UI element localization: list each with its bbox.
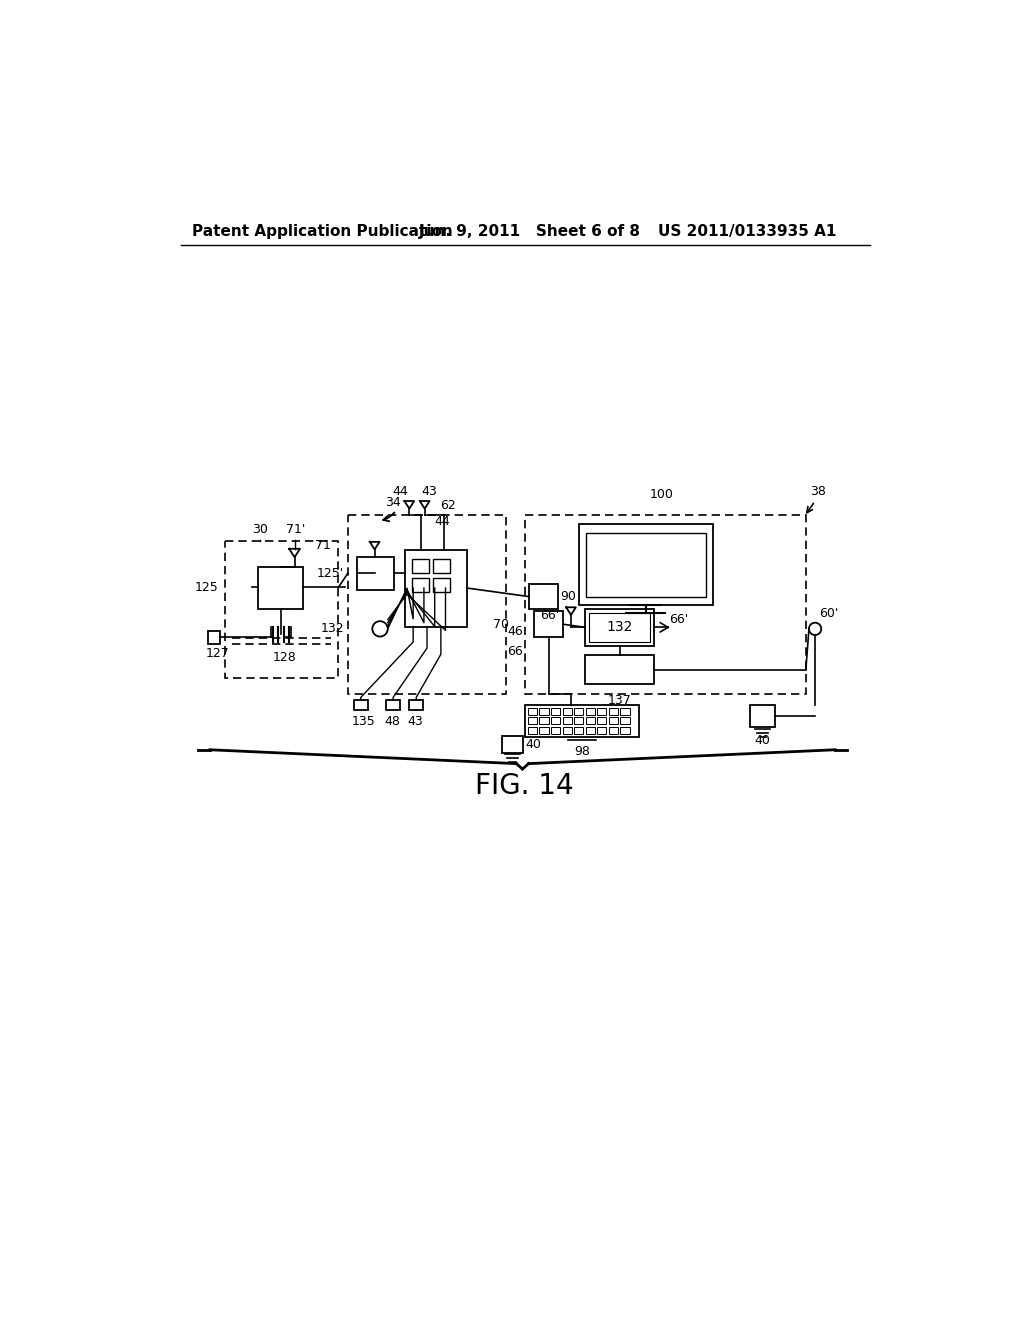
Text: 43: 43: [408, 715, 424, 729]
Bar: [528, 726, 538, 734]
Bar: [348, 515, 506, 693]
Bar: [433, 558, 451, 573]
Text: 132: 132: [321, 622, 344, 635]
Bar: [354, 700, 368, 710]
Bar: [551, 708, 560, 715]
Bar: [574, 708, 584, 715]
Bar: [621, 718, 630, 725]
Text: Jun. 9, 2011   Sheet 6 of 8: Jun. 9, 2011 Sheet 6 of 8: [419, 224, 641, 239]
Bar: [562, 726, 571, 734]
Text: 34: 34: [385, 496, 400, 508]
Text: US 2011/0133935 A1: US 2011/0133935 A1: [658, 224, 837, 239]
Bar: [586, 718, 595, 725]
Text: 60': 60': [819, 607, 839, 619]
Bar: [586, 726, 595, 734]
Bar: [406, 549, 467, 627]
Bar: [585, 609, 654, 645]
Bar: [410, 700, 423, 710]
Bar: [586, 708, 595, 715]
Text: 44: 44: [434, 515, 450, 528]
Circle shape: [809, 623, 821, 635]
Bar: [585, 655, 654, 684]
Bar: [579, 524, 714, 605]
Text: 62: 62: [440, 499, 456, 512]
Bar: [258, 566, 303, 609]
Bar: [386, 700, 400, 710]
Text: 125': 125': [316, 566, 344, 579]
Text: 66': 66': [541, 609, 559, 622]
Bar: [597, 726, 606, 734]
Bar: [608, 726, 617, 734]
Text: 71': 71': [286, 523, 305, 536]
Bar: [433, 578, 451, 591]
Text: 100: 100: [649, 488, 674, 502]
Bar: [540, 708, 549, 715]
Text: 135: 135: [351, 715, 376, 729]
Bar: [524, 515, 806, 693]
Bar: [597, 708, 606, 715]
Text: 40: 40: [755, 734, 771, 747]
Bar: [589, 612, 650, 642]
Text: 44: 44: [392, 484, 409, 498]
Bar: [621, 726, 630, 734]
Text: 38: 38: [810, 484, 825, 498]
Bar: [587, 533, 706, 597]
Text: 46: 46: [507, 626, 523, 639]
Bar: [562, 718, 571, 725]
Bar: [208, 631, 220, 644]
Bar: [597, 718, 606, 725]
Bar: [528, 585, 558, 609]
Text: 137: 137: [607, 693, 632, 706]
Text: 30: 30: [252, 523, 268, 536]
Text: 90: 90: [560, 590, 577, 603]
Bar: [535, 611, 563, 638]
Bar: [502, 737, 523, 752]
Text: 132: 132: [606, 620, 633, 635]
Text: Patent Application Publication: Patent Application Publication: [193, 224, 453, 239]
Bar: [528, 718, 538, 725]
Bar: [608, 718, 617, 725]
Text: 66: 66: [507, 644, 523, 657]
Bar: [540, 726, 549, 734]
Text: 66': 66': [670, 612, 689, 626]
Text: FIG. 14: FIG. 14: [475, 772, 574, 800]
Text: 127: 127: [206, 647, 229, 660]
Circle shape: [373, 622, 388, 636]
Bar: [551, 718, 560, 725]
Bar: [528, 708, 538, 715]
Bar: [574, 726, 584, 734]
Bar: [357, 557, 394, 590]
Bar: [224, 541, 339, 678]
Text: 48: 48: [385, 715, 400, 729]
Bar: [608, 708, 617, 715]
Text: 125: 125: [195, 581, 218, 594]
Bar: [621, 708, 630, 715]
Text: 98: 98: [573, 744, 590, 758]
Text: 128: 128: [273, 651, 297, 664]
Bar: [412, 578, 429, 591]
Text: 71: 71: [315, 539, 331, 552]
Bar: [412, 558, 429, 573]
Text: 43: 43: [422, 484, 437, 498]
Text: 40: 40: [525, 738, 542, 751]
Bar: [551, 726, 560, 734]
Bar: [751, 705, 775, 726]
Bar: [524, 705, 639, 738]
Bar: [574, 718, 584, 725]
Bar: [562, 708, 571, 715]
Bar: [540, 718, 549, 725]
Text: 70: 70: [494, 618, 509, 631]
